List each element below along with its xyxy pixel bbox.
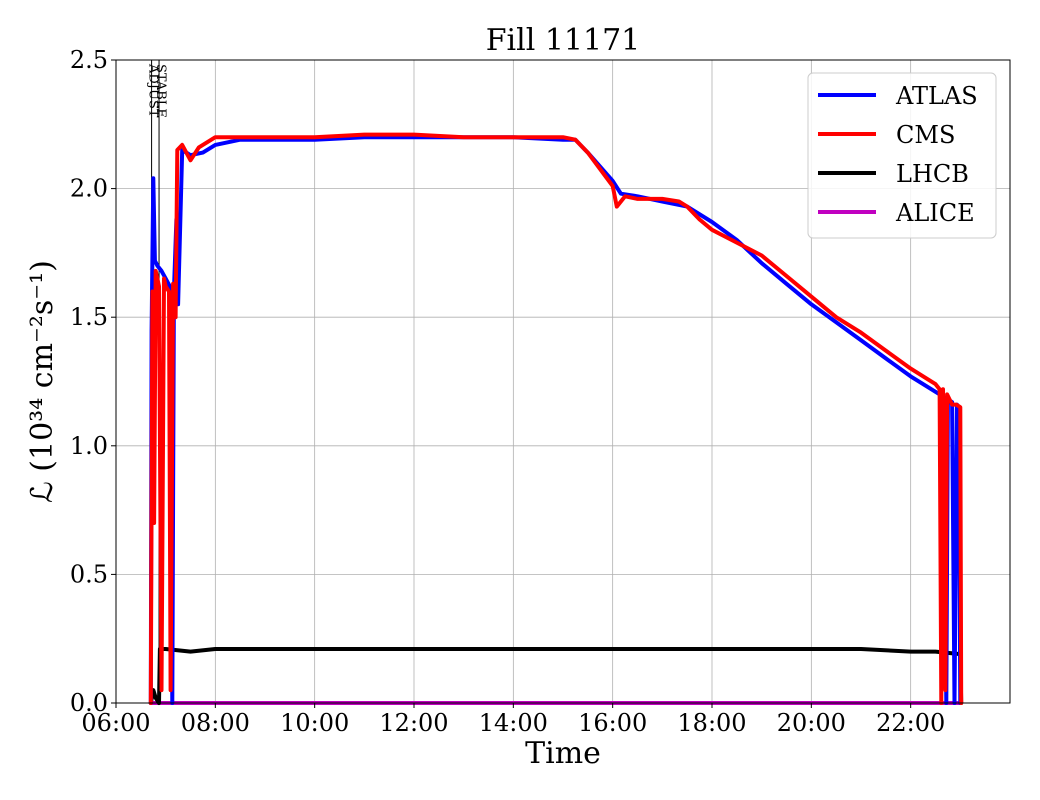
y-tick-label: 1.0	[70, 432, 108, 460]
x-tick-label: 22:00	[876, 709, 945, 737]
x-tick-label: 06:00	[81, 709, 150, 737]
marker-label-stable: STABLE	[153, 64, 168, 118]
x-tick-label: 12:00	[379, 709, 448, 737]
legend-box	[807, 72, 997, 239]
legend-label-lhcb: LHCB	[896, 160, 969, 188]
x-tick-label: 10:00	[280, 709, 349, 737]
series-line-cms	[148, 132, 964, 705]
x-axis-title: Time	[525, 736, 601, 771]
axis-ticks: 06:00 08:00 10:00 12:00 14:00 16:00 18:00 20:00…	[70, 46, 945, 737]
legend-label-cms: CMS	[896, 121, 955, 149]
y-tick-label: 0.5	[70, 560, 108, 588]
marker-label-adjust: ADJUST	[146, 63, 161, 118]
x-tick-label: 16:00	[578, 709, 647, 737]
x-tick-label: 18:00	[677, 709, 746, 737]
y-tick-label: 1.5	[70, 303, 108, 331]
x-tick-label: 20:00	[777, 709, 846, 737]
legend-label-atlas: ATLAS	[895, 82, 978, 110]
y-tick-label: 0.0	[70, 689, 108, 717]
x-tick-label: 14:00	[479, 709, 548, 737]
y-axis-title: ℒ (10³⁴ cm⁻²s⁻¹)	[25, 260, 60, 503]
y-tick-label: 2.0	[70, 175, 108, 203]
x-tick-label: 08:00	[181, 709, 250, 737]
chart-title: Fill 11171	[486, 23, 641, 58]
legend-label-alice: ALICE	[895, 199, 975, 227]
plot-frame	[115, 59, 1011, 704]
y-tick-label: 2.5	[70, 46, 108, 74]
legend: ATLAS CMS LHCB ALICE	[807, 72, 997, 239]
